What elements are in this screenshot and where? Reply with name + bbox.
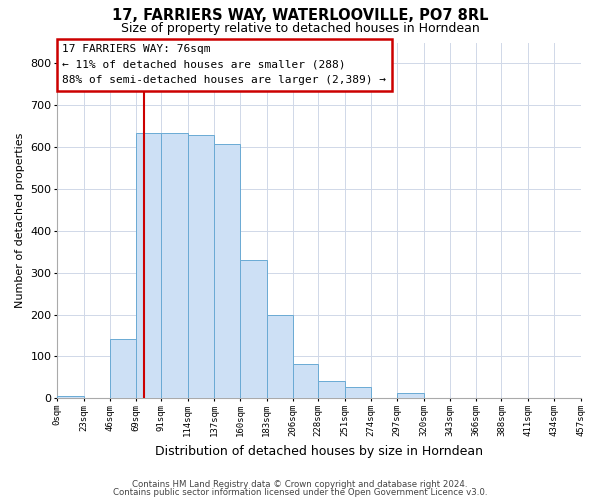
- Text: 17 FARRIERS WAY: 76sqm
← 11% of detached houses are smaller (288)
88% of semi-de: 17 FARRIERS WAY: 76sqm ← 11% of detached…: [62, 44, 386, 86]
- X-axis label: Distribution of detached houses by size in Horndean: Distribution of detached houses by size …: [155, 444, 483, 458]
- Text: Size of property relative to detached houses in Horndean: Size of property relative to detached ho…: [121, 22, 479, 35]
- Bar: [293, 364, 318, 398]
- Bar: [136, 132, 161, 398]
- Bar: [110, 339, 136, 398]
- Bar: [241, 260, 267, 398]
- Text: 17, FARRIERS WAY, WATERLOOVILLE, PO7 8RL: 17, FARRIERS WAY, WATERLOOVILLE, PO7 8RL: [112, 8, 488, 23]
- Bar: [267, 316, 293, 398]
- Y-axis label: Number of detached properties: Number of detached properties: [15, 132, 25, 308]
- Text: Contains HM Land Registry data © Crown copyright and database right 2024.: Contains HM Land Registry data © Crown c…: [132, 480, 468, 489]
- Bar: [397, 394, 424, 398]
- Bar: [161, 132, 188, 398]
- Bar: [57, 396, 83, 398]
- Text: Contains public sector information licensed under the Open Government Licence v3: Contains public sector information licen…: [113, 488, 487, 497]
- Bar: [344, 387, 371, 398]
- Bar: [188, 134, 214, 398]
- Bar: [214, 144, 241, 399]
- Bar: [318, 381, 344, 398]
